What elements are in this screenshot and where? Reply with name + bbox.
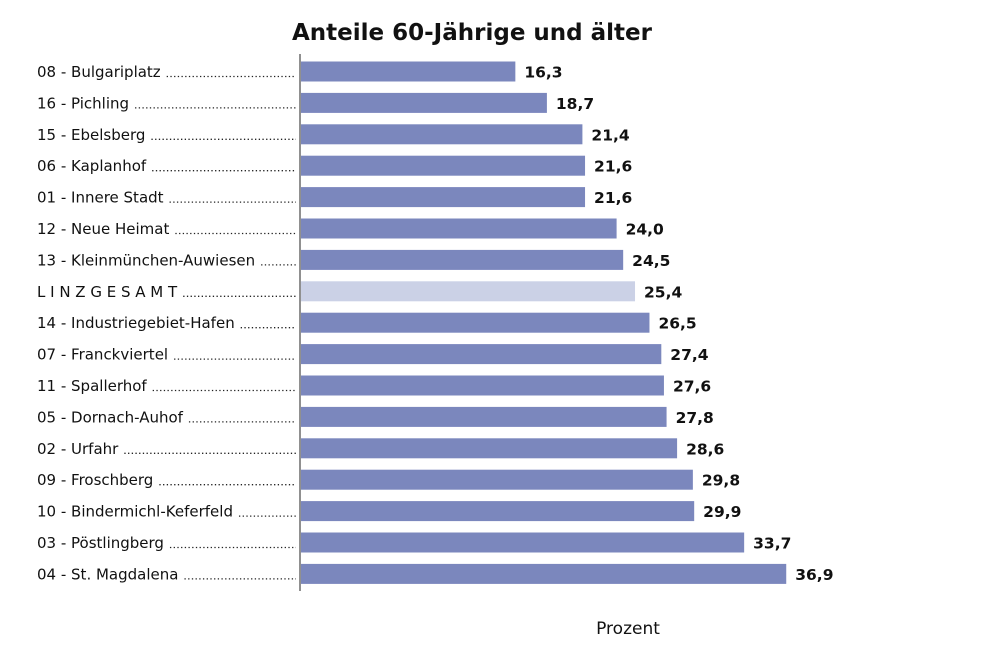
value-label: 29,9 [703,503,741,521]
chart-title: Anteile 60-Jährige und älter [292,20,653,46]
value-label: 21,4 [591,126,629,144]
bar [301,281,636,302]
value-label: 21,6 [594,158,632,176]
bar [301,312,650,333]
value-label: 24,0 [626,221,664,239]
category-label: 08 - Bulgariplatz [37,63,161,81]
category-labels: 08 - Bulgariplatz 16 - Pichling 15 - Ebels… [37,63,296,583]
category-label: L I N Z G E S A M T [37,283,178,301]
value-label: 24,5 [632,252,670,270]
bar [301,406,667,427]
value-label: 36,9 [795,566,833,584]
bar [301,249,624,270]
category-label: 16 - Pichling [37,94,129,112]
bar [301,501,695,522]
value-label: 21,6 [594,189,632,207]
x-axis-label: Prozent [596,619,660,639]
bar [301,61,516,82]
category-label: 05 - Dornach-Auhof [37,408,184,426]
bar [301,155,586,176]
value-label: 33,7 [753,535,791,553]
bar [301,218,617,239]
bar [301,469,693,490]
category-label: 11 - Spallerhof [37,377,147,395]
category-label: 14 - Industriegebiet-Hafen [37,314,235,332]
category-label: 15 - Ebelsberg [37,126,145,144]
bars-group [301,61,787,584]
bar [301,344,662,365]
category-label: 07 - Franckviertel [37,346,168,364]
bar [301,532,745,553]
category-label: 09 - Froschberg [37,471,153,489]
category-label: 10 - Bindermichl-Keferfeld [37,503,233,521]
value-label: 18,7 [556,95,594,113]
value-labels: 16,3 18,7 21,4 21,6 21,6 24,0 24,5 25,4 26,5 27,4… [524,64,833,584]
value-label: 29,8 [702,472,740,490]
bar [301,124,583,145]
category-label: 06 - Kaplanhof [37,157,147,175]
value-label: 16,3 [524,64,562,82]
category-label: 12 - Neue Heimat [37,220,169,238]
bar [301,438,678,459]
value-label: 28,6 [686,440,724,458]
value-label: 26,5 [658,315,696,333]
bar [301,563,787,584]
bar [301,375,664,396]
category-label: 01 - Innere Stadt [37,189,164,207]
category-label: 13 - Kleinmünchen-Auwiesen [37,251,255,269]
bar [301,187,586,208]
value-label: 25,4 [644,283,682,301]
bar [301,92,547,113]
value-label: 27,4 [670,346,708,364]
category-label: 03 - Pöstlingberg [37,534,164,552]
category-label: 02 - Urfahr [37,440,119,458]
value-label: 27,6 [673,378,711,396]
value-label: 27,8 [676,409,714,427]
category-label: 04 - St. Magdalena [37,565,178,583]
